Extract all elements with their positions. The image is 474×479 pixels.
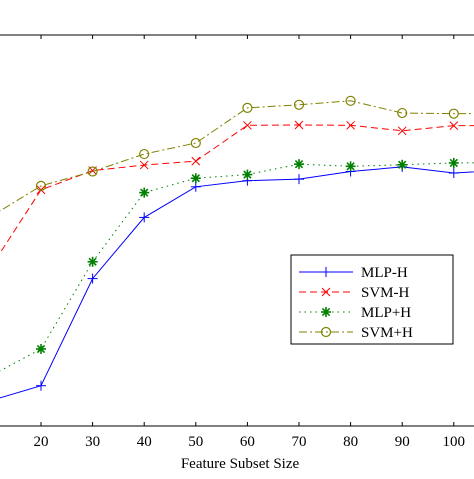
series-line	[0, 100, 474, 212]
data-point-ring	[35, 180, 47, 191]
data-point	[397, 107, 408, 119]
data-point-ring	[242, 102, 253, 113]
data-point-d2	[36, 344, 46, 354]
data-point	[191, 156, 201, 166]
legend-swatch-marker-d2	[321, 287, 331, 297]
data-point-ring	[397, 107, 408, 119]
data-point	[139, 212, 150, 223]
x-tick-label: 30	[85, 434, 100, 450]
data-point-ring	[190, 137, 201, 149]
data-point-d2	[397, 126, 407, 136]
data-point	[35, 180, 47, 191]
legend-label: MLP-H	[361, 265, 408, 281]
data-point-d2	[449, 158, 458, 168]
data-point	[449, 121, 459, 130]
data-point-ring	[139, 148, 150, 160]
x-tick-label: 20	[34, 434, 49, 450]
data-point-ring	[345, 95, 356, 106]
data-point-d2	[88, 257, 97, 266]
data-point	[139, 148, 150, 160]
data-point	[87, 256, 98, 267]
x-axis-label: Feature Subset Size	[181, 456, 300, 472]
data-point	[139, 187, 150, 198]
data-point	[87, 166, 98, 177]
series-mlp-h	[0, 161, 474, 399]
series-mlp-h	[0, 157, 474, 372]
data-point-ring	[448, 108, 459, 119]
legend-label: MLP+H	[361, 305, 411, 321]
legend-swatch-marker	[321, 287, 331, 297]
data-point	[397, 159, 408, 170]
series-svm-h	[0, 120, 474, 254]
x-tick-label: 80	[343, 434, 358, 450]
data-point	[294, 159, 304, 170]
x-tick-label: 100	[443, 434, 466, 450]
legend-swatch-marker	[320, 326, 332, 338]
data-point-ring	[293, 99, 305, 110]
data-point	[190, 181, 201, 192]
data-point-d2	[243, 170, 252, 179]
data-point	[397, 126, 407, 136]
data-point-d2	[294, 120, 304, 130]
data-point-d2	[346, 162, 355, 171]
data-point-ring	[87, 166, 98, 177]
data-point	[345, 161, 356, 172]
x-tick-label: 50	[188, 434, 203, 450]
data-point	[190, 173, 201, 184]
data-point-d2	[191, 174, 200, 183]
legend-entry: SVM-H	[299, 285, 410, 301]
legend-label: SVM-H	[361, 285, 410, 301]
legend-swatch-marker-d2	[321, 307, 331, 317]
data-point-d2	[243, 120, 252, 130]
data-point	[345, 95, 356, 106]
x-tick-label: 60	[240, 434, 255, 450]
data-point	[448, 157, 459, 168]
data-point-d2	[346, 120, 355, 130]
legend-box	[290, 254, 454, 345]
legend-entry: MLP-H	[299, 265, 408, 281]
data-point	[190, 137, 201, 149]
data-point	[139, 160, 149, 170]
data-point	[293, 99, 305, 110]
data-point	[36, 380, 46, 391]
data-point	[242, 102, 253, 113]
legend: MLP-H SVM-H MLP+H SVM+H	[290, 254, 454, 345]
data-point	[36, 343, 46, 354]
data-point-d2	[449, 121, 459, 130]
legend-swatch-marker-ring	[320, 326, 332, 338]
x-tick-label: 40	[137, 434, 152, 450]
legend-entry: MLP+H	[299, 305, 411, 321]
legend-label: SVM+H	[361, 325, 413, 341]
legend-entry: SVM+H	[299, 325, 413, 341]
legend-swatch-marker	[321, 267, 331, 277]
data-point	[294, 174, 304, 185]
data-point	[87, 273, 98, 284]
x-ticks: 20 30 40 50 60 70 80 90 100	[34, 35, 466, 450]
plot-frame	[0, 34, 474, 427]
data-point	[448, 108, 459, 119]
series-svm-h	[0, 95, 474, 212]
data-point	[294, 120, 304, 130]
data-point-d2	[139, 160, 149, 170]
data-point-d2	[191, 156, 201, 166]
data-point-d2	[294, 159, 304, 169]
series-layer	[0, 95, 474, 399]
data-point	[346, 120, 355, 130]
series-line	[0, 124, 474, 254]
x-tick-label: 70	[292, 434, 307, 450]
data-point	[242, 169, 253, 180]
legend-swatch-marker	[321, 307, 331, 317]
data-point-d2	[398, 160, 407, 169]
data-point-d2	[140, 188, 149, 197]
x-tick-label: 90	[395, 434, 410, 450]
data-point	[448, 168, 459, 179]
data-point	[243, 120, 252, 130]
